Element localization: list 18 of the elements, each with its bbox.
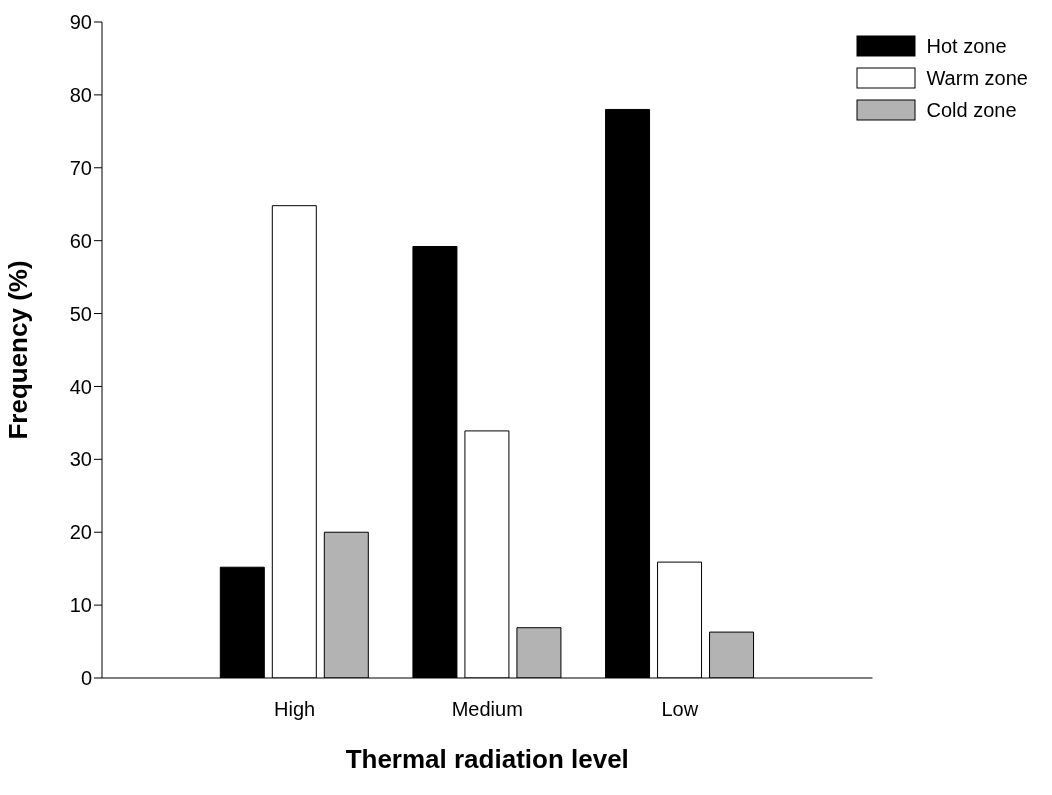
x-tick-label: High [274,698,316,721]
y-tick-label: 50 [69,302,92,325]
y-tick-label: 60 [69,229,92,252]
y-tick-label: 0 [80,667,92,690]
x-tick-label: Medium [451,698,523,721]
y-tick-label: 20 [69,521,92,544]
y-tick-label: 70 [69,156,92,179]
y-tick-label: 30 [69,448,92,471]
x-tick-label: Low [661,698,699,721]
legend-label: Cold zone [926,98,1017,122]
x-axis-title: Thermal radiation level [345,744,629,774]
legend-label: Hot zone [926,34,1007,58]
y-tick-label: 10 [69,594,92,617]
y-tick-label: 90 [69,11,92,34]
legend-label: Warm zone [926,66,1028,90]
y-axis-title: Frequency (%) [3,260,34,440]
y-tick-label: 40 [69,375,92,398]
y-tick-label: 80 [69,83,92,106]
